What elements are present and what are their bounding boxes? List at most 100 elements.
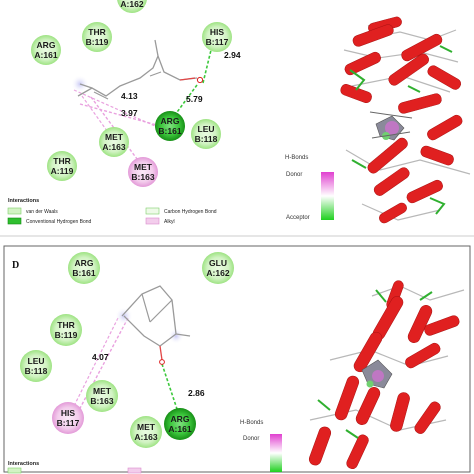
svg-text:H-Bonds: H-Bonds xyxy=(240,420,263,426)
svg-text:B:118: B:118 xyxy=(25,366,48,376)
residue-a162: A:162 xyxy=(117,0,147,13)
residue-arg-a161: ARG A:161 xyxy=(164,408,196,440)
distance-label: 4.13 xyxy=(121,91,138,101)
svg-text:HIS: HIS xyxy=(210,27,225,37)
svg-text:A:163: A:163 xyxy=(134,432,157,442)
svg-text:ARG: ARG xyxy=(171,414,190,424)
alkyl-line-his-b117-a xyxy=(77,317,129,413)
svg-text:A:162: A:162 xyxy=(206,268,229,278)
oxygen-atom xyxy=(196,76,204,84)
svg-text:B:161: B:161 xyxy=(158,126,181,136)
distance-label: 2.86 xyxy=(188,388,205,398)
legend-swatch-hbond xyxy=(7,217,22,225)
ligand-bridge-2 xyxy=(149,299,173,323)
svg-text:B:117: B:117 xyxy=(206,37,229,47)
svg-text:LEU: LEU xyxy=(198,124,215,134)
ligand-double-bond xyxy=(93,91,109,100)
ligand-ring xyxy=(121,285,177,347)
top-protein-ribbon xyxy=(340,16,471,224)
top-hbond-scale: H-Bonds Donor Acceptor xyxy=(285,155,334,221)
hbond-color-bar xyxy=(321,172,334,220)
residue-his-b117: HIS B:117 xyxy=(52,402,84,434)
top-interaction-lines xyxy=(73,45,213,164)
ligand-carbonyl xyxy=(179,77,196,81)
top-ligand xyxy=(71,39,204,100)
svg-text:THR: THR xyxy=(57,320,74,330)
svg-text:A:163: A:163 xyxy=(102,142,125,152)
svg-text:B:118: B:118 xyxy=(195,134,218,144)
svg-text:Donor: Donor xyxy=(286,172,302,178)
distance-label: 4.07 xyxy=(92,352,109,362)
svg-text:THR: THR xyxy=(53,156,70,166)
residue-leu-b118: LEU B:118 xyxy=(191,119,221,149)
residue-thr-b119: THR B:119 xyxy=(82,22,112,52)
ligand-bridge xyxy=(141,293,151,323)
legend-swatch-vdw xyxy=(7,467,22,474)
bottom-protein-ribbon xyxy=(308,280,465,470)
distance-label: 2.94 xyxy=(224,50,241,60)
legend-swatch-carbon-hbond xyxy=(145,207,160,215)
svg-text:van der Waals: van der Waals xyxy=(26,209,58,215)
residue-arg-b161: ARG B:161 xyxy=(155,111,185,141)
residue-met-b163: MET B:163 xyxy=(86,380,118,412)
bottom-legend: Interactions xyxy=(7,461,142,474)
distance-label: 3.97 xyxy=(121,108,138,118)
ligand-carbonyl xyxy=(159,345,163,361)
alkyl-line-arg-b161-b xyxy=(73,89,165,131)
top-legend: Interactions van der Waals Conventional … xyxy=(7,198,217,225)
residue-thr-a119: THR A:119 xyxy=(47,151,77,181)
svg-text:MET: MET xyxy=(93,386,112,396)
oxygen-atom xyxy=(159,359,165,365)
svg-text:A:119: A:119 xyxy=(51,166,74,176)
svg-text:Interactions: Interactions xyxy=(8,198,39,204)
ligand-atom-glow xyxy=(168,328,184,344)
residue-arg-b161: ARG B:161 xyxy=(68,252,100,284)
svg-text:B:117: B:117 xyxy=(57,418,80,428)
residue-leu-b118: LEU B:118 xyxy=(20,350,52,382)
residue-thr-b119: THR B:119 xyxy=(50,314,82,346)
svg-text:ARG: ARG xyxy=(75,258,94,268)
svg-text:ARG: ARG xyxy=(37,40,56,50)
residue-met-a163: MET A:163 xyxy=(99,127,129,157)
svg-text:Acceptor: Acceptor xyxy=(286,215,310,221)
ligand-methyl-2 xyxy=(154,39,159,57)
residue-his-b117: HIS B:117 xyxy=(202,22,232,52)
residue-glu-a162: GLU A:162 xyxy=(202,252,234,284)
alkyl-line-met-a163 xyxy=(81,95,111,136)
residue-met-b163: MET B:163 xyxy=(128,157,158,187)
svg-text:Interactions: Interactions xyxy=(8,461,39,467)
svg-text:H-Bonds: H-Bonds xyxy=(285,155,308,161)
hbond-color-bar xyxy=(270,434,282,472)
svg-text:Carbon Hydrogen Bond: Carbon Hydrogen Bond xyxy=(164,209,217,215)
alkyl-line-his-b117-b xyxy=(71,317,119,411)
bottom-panel-frame xyxy=(3,245,471,473)
residue-arg-a161: ARG A:161 xyxy=(31,35,61,65)
svg-text:A:162: A:162 xyxy=(120,0,143,9)
svg-text:B:161: B:161 xyxy=(72,268,95,278)
svg-text:A:161: A:161 xyxy=(168,424,191,434)
svg-text:B:163: B:163 xyxy=(131,172,154,182)
hbond-line-his-b117 xyxy=(202,45,213,84)
legend-swatch-alkyl xyxy=(145,217,160,225)
svg-text:Conventional Hydrogen Bond: Conventional Hydrogen Bond xyxy=(26,219,92,225)
svg-text:ARG: ARG xyxy=(161,116,180,126)
svg-text:Donor: Donor xyxy=(243,436,259,442)
svg-text:HIS: HIS xyxy=(61,408,76,418)
distance-label: 5.79 xyxy=(186,94,203,104)
top-panel: 2.94 5.79 4.13 3.97 A:162 ARG A:161 THR … xyxy=(7,0,471,225)
svg-text:MET: MET xyxy=(105,132,124,142)
svg-text:THR: THR xyxy=(88,27,105,37)
bottom-ligand xyxy=(115,285,191,365)
svg-text:B:163: B:163 xyxy=(90,396,113,406)
residue-met-a163: MET A:163 xyxy=(130,416,162,448)
svg-text:A:161: A:161 xyxy=(34,50,57,60)
legend-swatch-alkyl xyxy=(127,467,142,474)
svg-text:LEU: LEU xyxy=(28,356,45,366)
bottom-panel: D 4.07 2.86 ARG B:161 GLU A:162 xyxy=(7,252,465,474)
bottom-hbond-scale: H-Bonds Donor xyxy=(240,420,282,472)
ligand-methyl xyxy=(175,333,191,337)
ligand-chain xyxy=(77,54,198,97)
svg-text:MET: MET xyxy=(137,422,156,432)
